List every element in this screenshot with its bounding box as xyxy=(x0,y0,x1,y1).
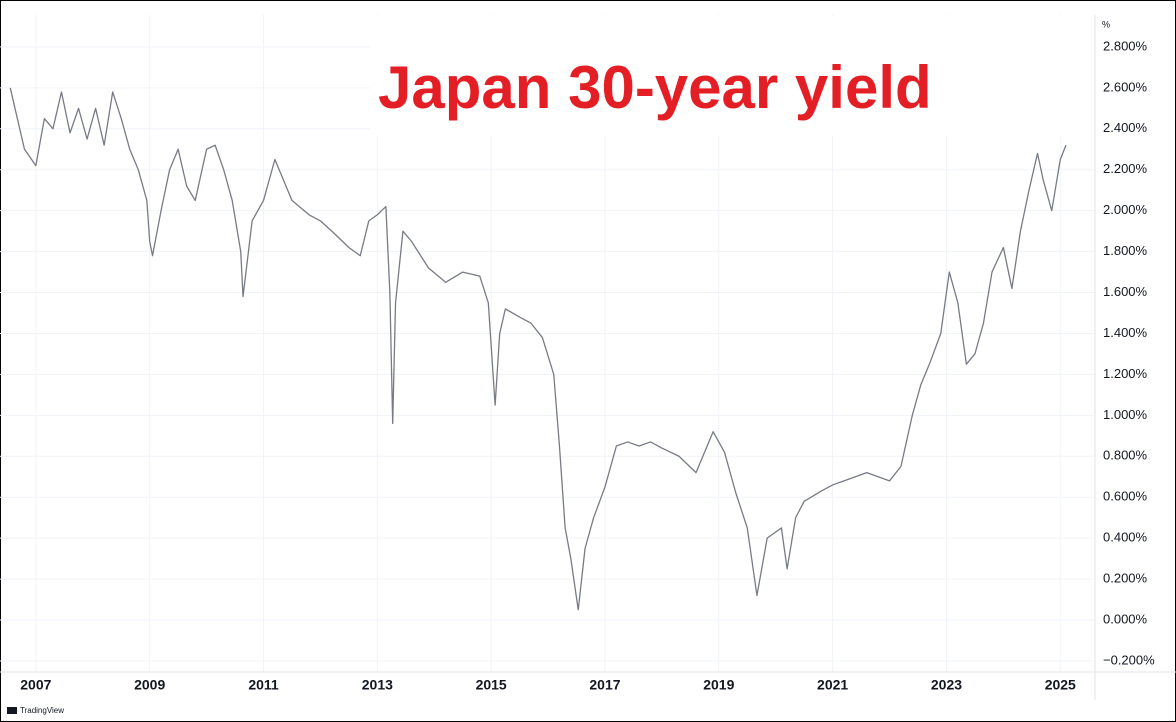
y-tick-label: 1.000% xyxy=(1103,407,1148,422)
plot xyxy=(9,87,1067,611)
y-tick-label: 2.000% xyxy=(1103,202,1148,217)
x-tick-label: 2013 xyxy=(362,677,393,693)
y-tick-label: 2.400% xyxy=(1103,120,1148,135)
logo xyxy=(7,707,17,714)
y-tick-label: 2.600% xyxy=(1103,79,1148,94)
y-tick-label: 2.200% xyxy=(1103,161,1148,176)
chart-title: Japan 30-year yield xyxy=(378,54,932,121)
x-tick-label: 2007 xyxy=(20,677,51,693)
y-tick-label: 1.800% xyxy=(1103,243,1148,258)
y-tick-label: 0.600% xyxy=(1103,489,1148,504)
y-tick-label: 1.400% xyxy=(1103,325,1148,340)
x-tick-label: 2017 xyxy=(589,677,620,693)
x-tick-label: 2019 xyxy=(703,677,734,693)
y-tick-label: 0.800% xyxy=(1103,448,1148,463)
y-tick-label: 1.600% xyxy=(1103,284,1148,299)
y-tick-label: −0.200% xyxy=(1103,652,1155,667)
y-tick-label: 0.200% xyxy=(1103,571,1148,586)
y-tick-label: 2.800% xyxy=(1103,38,1148,53)
logo-mark xyxy=(7,707,17,714)
y-unit: % xyxy=(1102,19,1110,29)
x-tick-label: 2015 xyxy=(476,677,507,693)
attribution: TradingView xyxy=(20,706,64,715)
x-tick-label: 2025 xyxy=(1045,677,1076,693)
x-tick-label: 2009 xyxy=(134,677,165,693)
x-tick-label: 2021 xyxy=(817,677,848,693)
y-tick-label: 1.200% xyxy=(1103,366,1148,381)
yield-line xyxy=(9,87,1067,611)
x-tick-label: 2023 xyxy=(931,677,962,693)
y-tick-label: 0.000% xyxy=(1103,611,1148,626)
x-tick-label: 2011 xyxy=(248,677,279,693)
title-box xyxy=(370,16,1095,136)
y-tick-label: 0.400% xyxy=(1103,530,1148,545)
